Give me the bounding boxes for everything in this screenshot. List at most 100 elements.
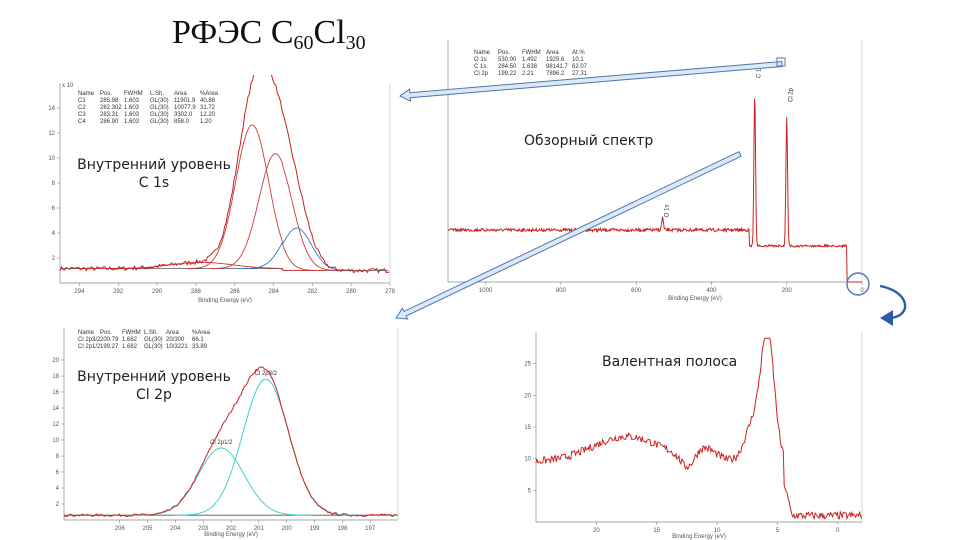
cl2p-table-header: Area	[166, 330, 179, 336]
survey-table-cell: Cl 2p	[474, 71, 489, 77]
c1s-label-line1: Внутренний уровень	[77, 157, 231, 173]
survey-peak-label: Cl 2p	[789, 87, 795, 102]
valence-y-tick-label: 20	[524, 393, 531, 399]
cl2p-peak-label: Cl 2p3/2	[255, 371, 278, 377]
cl2p-chart-panel: 2 4 6 8 10 12 14 16 18 20 206 205 204 203 202 201 200 199…	[42, 322, 404, 540]
cl2p-table-cell: Cl 2p3/2	[78, 337, 101, 343]
c1s-table-header: FWHM	[124, 91, 143, 97]
cl2p-y-tick-label: 10	[52, 438, 59, 444]
cl2p-y-tick-label: 14	[52, 406, 59, 412]
valence-x-tick-label: 20	[593, 528, 600, 534]
cl2p-table-cell: Cl 2p1/2	[78, 344, 101, 350]
c1s-y-tick-label: 6	[52, 206, 56, 212]
valence-chart-panel: 5 10 15 20 25 20 15 10 5 0 Binding Energy (eV)	[512, 326, 870, 540]
cl2p-x-tick-label: 204	[170, 526, 181, 532]
cl2p-y-tick-label: 4	[56, 486, 60, 492]
cl2p-table-header: Pos.	[100, 330, 112, 336]
cl2p-table-cell: 199.27	[100, 344, 119, 350]
cl2p-x-tick-label: 205	[142, 526, 153, 532]
c1s-y-tick-label: 8	[52, 181, 56, 187]
cl2p-x-tick-label: 199	[309, 526, 320, 532]
valence-y-tick-label: 15	[524, 425, 531, 431]
title-sub-30: 30	[345, 32, 366, 54]
c1s-table-header: Area	[174, 91, 187, 97]
curved-arrow-to-valence	[879, 284, 907, 320]
c1s-y-tick-label: 14	[48, 106, 55, 112]
cl2p-table-cell: GL(30)	[144, 337, 163, 343]
c1s-table-header: Name	[78, 91, 95, 97]
c1s-table-cell: 283.31	[100, 112, 119, 118]
valence-x-tick-label: 5	[776, 528, 780, 534]
survey-table-cell: 2.21	[522, 71, 534, 77]
cl2p-table-cell: 20/300	[166, 337, 185, 343]
valence-x-tick-label: 0	[836, 528, 840, 534]
survey-chart: 1000 800 600 400 200 0 Binding Energy (eV) Name…	[447, 40, 864, 302]
c1s-component-3	[238, 227, 355, 271]
survey-table-cell: 62.07	[572, 64, 588, 70]
c1s-x-axis-label: Binding Energy (eV)	[198, 298, 252, 303]
cl2p-y-tick-label: 6	[56, 470, 60, 476]
title-sub-60: 60	[293, 32, 314, 54]
c1s-x-tick-label: 292	[113, 289, 124, 295]
c1s-table-header: L.Sh.	[150, 91, 164, 97]
c1s-table-cell: C4	[78, 119, 86, 125]
c1s-y-tick-label: 10	[48, 156, 55, 162]
survey-x-tick-label: 1000	[479, 288, 493, 294]
c1s-table-cell: 10077.9	[174, 105, 196, 111]
c1s-y-scale-label: x 10	[62, 83, 74, 89]
survey-table-cell: 98141.7	[546, 64, 568, 70]
survey-peak-label: O 1s	[665, 205, 671, 218]
c1s-y-tick-label: 2	[52, 256, 56, 262]
cl2p-component-2	[130, 447, 313, 516]
survey-table-cell: 1925.6	[546, 57, 565, 63]
survey-table-cell: 199.22	[498, 71, 517, 77]
cl2p-table-header: Name	[78, 330, 95, 336]
cl2p-x-tick-label: 203	[198, 526, 209, 532]
valence-spectrum-line	[535, 337, 862, 521]
cl2p-y-tick-label: 20	[52, 358, 59, 364]
survey-table-header: FWHM	[522, 50, 541, 56]
cl2p-table-cell: 10/3221	[166, 344, 188, 350]
cl2p-label-line1: Внутренний уровень	[77, 369, 231, 385]
cl2p-table-cell: 66.1	[192, 337, 204, 343]
cl2p-table-header: L.Sh.	[144, 330, 158, 336]
c1s-table-cell: C1	[78, 98, 86, 104]
valence-x-tick-label: 15	[653, 528, 660, 534]
curved-arrow-head	[880, 310, 893, 326]
c1s-table-cell: 1.603	[124, 119, 140, 125]
valence-label: Валентная полоса	[602, 354, 738, 370]
survey-x-tick-label: 400	[706, 288, 717, 294]
cl2p-x-tick-label: 197	[365, 526, 376, 532]
cl2p-x-tick-label: 201	[254, 526, 265, 532]
cl2p-x-axis-label: Binding Energy (eV)	[204, 532, 258, 538]
c1s-component-2	[209, 153, 341, 271]
slide-title: РФЭС C60Cl30	[172, 14, 366, 55]
c1s-x-tick-label: 284	[269, 289, 280, 295]
c1s-label-line2: C 1s	[138, 175, 170, 191]
valence-chart: 5 10 15 20 25 20 15 10 5 0 Binding Energy (eV)	[524, 332, 863, 540]
c1s-y-tick-label: 4	[52, 231, 56, 237]
cl2p-table-header: %Area	[192, 330, 211, 336]
cl2p-table-cell: 200.79	[100, 337, 119, 343]
survey-table-cell: 27.31	[572, 71, 588, 77]
title-base: РФЭС C	[172, 14, 294, 51]
c1s-table-cell: 12.20	[200, 112, 216, 118]
survey-table-cell: C 1s	[474, 64, 486, 70]
cl2p-table-cell: 33.89	[192, 344, 208, 350]
cl2p-label: Внутренний уровень Cl 2p	[74, 368, 234, 404]
cl2p-y-tick-label: 8	[56, 454, 60, 460]
c1s-table-cell: C3	[78, 112, 86, 118]
valence-y-tick-label: 10	[524, 457, 531, 463]
cl2p-table-cell: GL(30)	[144, 344, 163, 350]
c1s-table-cell: 286.90	[100, 119, 119, 125]
c1s-table-header: %Area	[200, 91, 219, 97]
cl2p-table-cell: 1.682	[122, 344, 138, 350]
survey-x-tick-label: 600	[631, 288, 642, 294]
c1s-chart-panel: 2 4 6 8 10 12 14 294 292 290 288 286 284 282 280 278 Bin…	[38, 75, 398, 303]
c1s-x-tick-label: 290	[152, 289, 163, 295]
c1s-table-cell: 11901.9	[174, 98, 196, 104]
c1s-table-cell: GL(30)	[150, 119, 169, 125]
c1s-chart: 2 4 6 8 10 12 14 294 292 290 288 286 284 282 280 278 Bin…	[48, 75, 396, 303]
c1s-x-tick-label: 280	[346, 289, 357, 295]
c1s-table-header: Pos.	[100, 91, 112, 97]
